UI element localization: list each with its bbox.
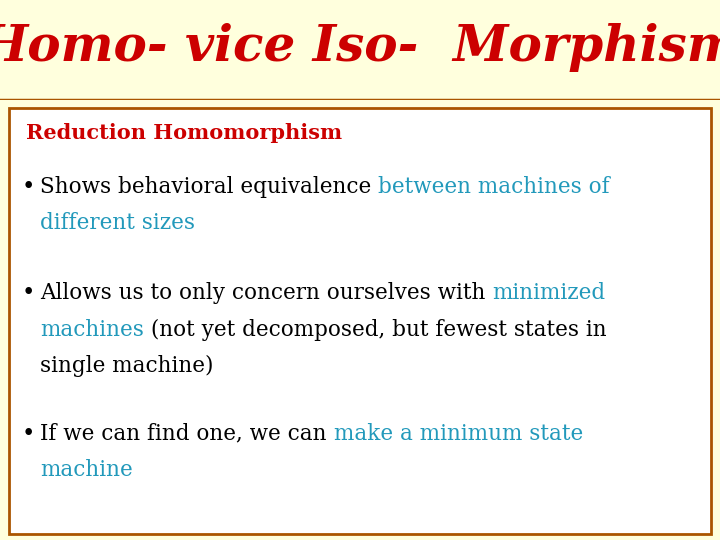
Text: machine: machine: [40, 459, 133, 481]
Text: machines: machines: [40, 319, 144, 341]
Text: Allows us to only concern ourselves with: Allows us to only concern ourselves with: [40, 282, 492, 305]
Text: minimized: minimized: [492, 282, 606, 305]
Text: Homo- vice Iso-  Morphism: Homo- vice Iso- Morphism: [0, 23, 720, 72]
FancyBboxPatch shape: [9, 108, 711, 534]
Text: (not yet decomposed, but fewest states in: (not yet decomposed, but fewest states i…: [144, 319, 607, 341]
Text: •: •: [22, 423, 35, 445]
Text: •: •: [22, 176, 35, 198]
Text: If we can find one, we can: If we can find one, we can: [40, 423, 333, 445]
Text: different sizes: different sizes: [40, 212, 195, 234]
Text: make a minimum state: make a minimum state: [333, 423, 583, 445]
Text: •: •: [22, 282, 35, 305]
Text: Shows behavioral equivalence: Shows behavioral equivalence: [40, 176, 379, 198]
Text: single machine): single machine): [40, 355, 214, 377]
Text: between machines of: between machines of: [379, 176, 610, 198]
Text: Reduction Homomorphism: Reduction Homomorphism: [26, 123, 342, 143]
